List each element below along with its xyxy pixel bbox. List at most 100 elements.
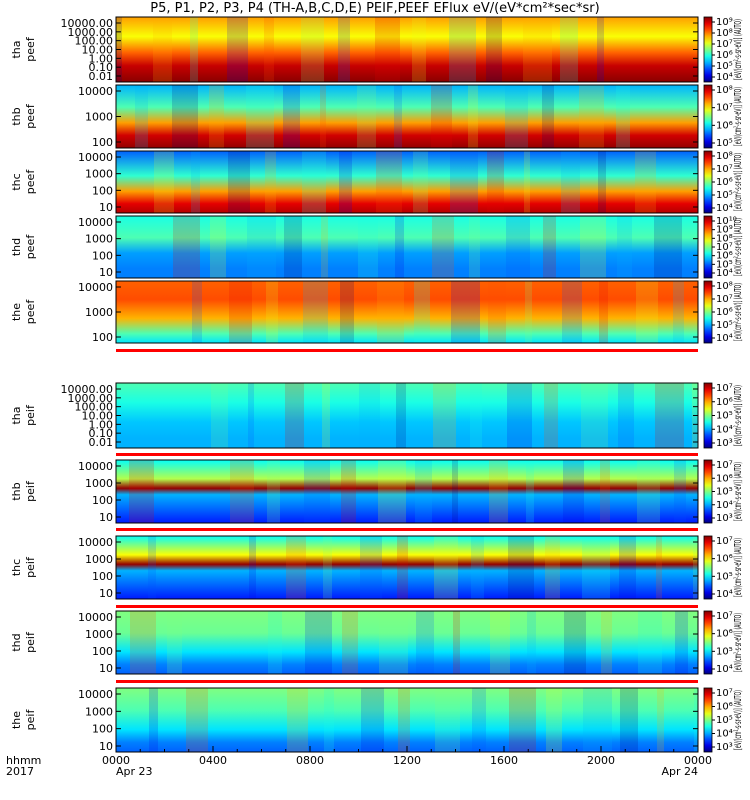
colorbar-tick-label: 10⁶	[716, 307, 733, 318]
colorbar	[703, 280, 713, 344]
spectrogram-variation	[489, 460, 508, 523]
spectrogram-variation	[192, 281, 202, 343]
spectrogram-variation	[636, 281, 658, 343]
colorbar-tick-label: 10⁴	[716, 500, 733, 511]
spectrogram-variation	[583, 688, 612, 752]
spectrogram-variation	[635, 151, 656, 213]
colorbar-tick-label: 10³	[716, 513, 733, 524]
spectrogram-variation	[129, 460, 154, 523]
spectrogram-variation	[268, 611, 282, 674]
spectrogram-variation	[486, 17, 502, 82]
spectrogram-variation	[507, 383, 532, 448]
spectrogram-variation	[432, 216, 454, 278]
spectrogram-variation	[265, 151, 276, 213]
spectrogram-variation	[674, 460, 686, 523]
panel-probe-label: tha	[10, 406, 23, 424]
y-tick-label: 1000	[85, 705, 113, 718]
spectrogram-variation	[377, 281, 404, 343]
colorbar-tick-label: 10⁵	[716, 487, 733, 498]
spectrogram-variation	[167, 611, 182, 674]
spectrogram-variation	[673, 281, 684, 343]
colorbar-label: [eV/(cm²-s-sr-eV)] (AUTO)	[733, 462, 744, 521]
colorbar-tick-label: 10⁴	[716, 203, 733, 214]
spectrogram-variation	[190, 17, 198, 82]
y-tick-label: 100	[92, 136, 113, 149]
spectrogram-variation	[490, 611, 510, 674]
spectrogram-variation	[526, 460, 534, 523]
x-tick-label: 0000	[684, 754, 712, 767]
y-tick-label: 100	[92, 184, 113, 197]
colorbar-tick-label: 10⁵	[716, 715, 733, 726]
spectrogram-variation	[523, 17, 552, 82]
y-tick-label: 1000	[85, 233, 113, 246]
spectrogram-variation	[675, 611, 688, 674]
y-tick-label: 0.01	[89, 436, 114, 449]
spectrogram-variation	[654, 216, 682, 278]
x-tick-label: 0400	[199, 754, 227, 767]
colorbar-tick-label: 10⁷	[716, 103, 733, 114]
x-tick-label: 2000	[587, 754, 615, 767]
spectrogram-variation	[694, 688, 698, 752]
spectrogram-variation	[172, 85, 198, 148]
y-tick-label: 10000.00	[61, 383, 114, 396]
panel-frame	[115, 610, 699, 675]
spectrogram-variation	[154, 151, 174, 213]
y-tick-label: 10000	[78, 216, 113, 229]
spectrogram-variation	[579, 85, 604, 148]
spectrogram-variation	[562, 281, 582, 343]
panel-probe-label: thc	[10, 173, 23, 190]
spectrogram-variation	[173, 216, 200, 278]
panel-probe-label: thd	[10, 238, 23, 256]
spectrogram-variation	[616, 85, 630, 148]
spectrogram-variation	[453, 611, 460, 674]
spectrogram-variation	[563, 460, 584, 523]
spectrogram-variation	[638, 611, 662, 674]
colorbar-label: [eV/(cm²-s-sr-eV)] (AUTO)	[733, 218, 744, 276]
spectrogram-variation	[302, 151, 326, 213]
spectrogram-variation	[266, 281, 278, 343]
panel-quantity-label: peif	[24, 404, 37, 426]
spectrogram-variation	[544, 383, 558, 448]
x-tick-label: 1200	[393, 754, 421, 767]
spectrogram-variation	[617, 216, 632, 278]
y-tick-label: 10000	[78, 151, 113, 164]
colorbar	[703, 16, 713, 83]
spectrogram-variation	[433, 383, 456, 448]
colorbar-tick-label: 10⁶	[716, 629, 733, 640]
spectrogram-variation	[227, 17, 248, 82]
y-tick-label: 0.01	[89, 70, 114, 83]
colorbar-tick-label: 10⁶	[716, 397, 733, 408]
spectrogram-variation	[431, 85, 452, 148]
y-tick-label: 1000.00	[68, 392, 114, 405]
y-tick-label: 10.00	[82, 410, 114, 423]
colorbar	[703, 459, 713, 524]
colorbar	[703, 150, 713, 214]
spectrogram-variation	[395, 216, 404, 278]
panel-quantity-label: peef	[24, 169, 37, 195]
spectrogram-variation	[304, 460, 330, 523]
spectrogram-variation	[509, 688, 536, 752]
colorbar-tick-label: 10⁵	[716, 138, 733, 149]
colorbar-tick-label: 10⁴	[716, 268, 733, 279]
colorbar-tick-label: 10⁵	[716, 411, 733, 422]
spectrogram-panel	[116, 216, 698, 278]
spectrogram-variation	[450, 151, 478, 213]
spectrogram-variation	[191, 151, 200, 213]
colorbar-label: [eV/(cm²-s-sr-eV)] (AUTO)	[733, 613, 744, 672]
colorbar-tick-label: 10⁷	[716, 294, 733, 305]
x-tick-label: 1600	[490, 754, 518, 767]
colorbar-tick-label: 10⁷	[716, 688, 733, 699]
panel-quantity-label: peif	[24, 556, 37, 578]
end-date-label: Apr 24	[661, 765, 698, 778]
y-tick-label: 100	[92, 645, 113, 658]
panel-quantity-label: peef	[24, 299, 37, 325]
colorbar-label: [eV/(cm²-s-sr-eV)] (AUTO)	[733, 690, 744, 750]
y-tick-label: 1000.00	[68, 26, 114, 39]
y-tick-label: 1000	[85, 168, 113, 181]
panel-frame	[115, 150, 699, 214]
spectrogram-variation	[303, 281, 328, 343]
spectrogram-variation	[323, 536, 332, 599]
spectrogram-variation	[412, 17, 426, 82]
spectrogram-variation	[619, 536, 636, 599]
